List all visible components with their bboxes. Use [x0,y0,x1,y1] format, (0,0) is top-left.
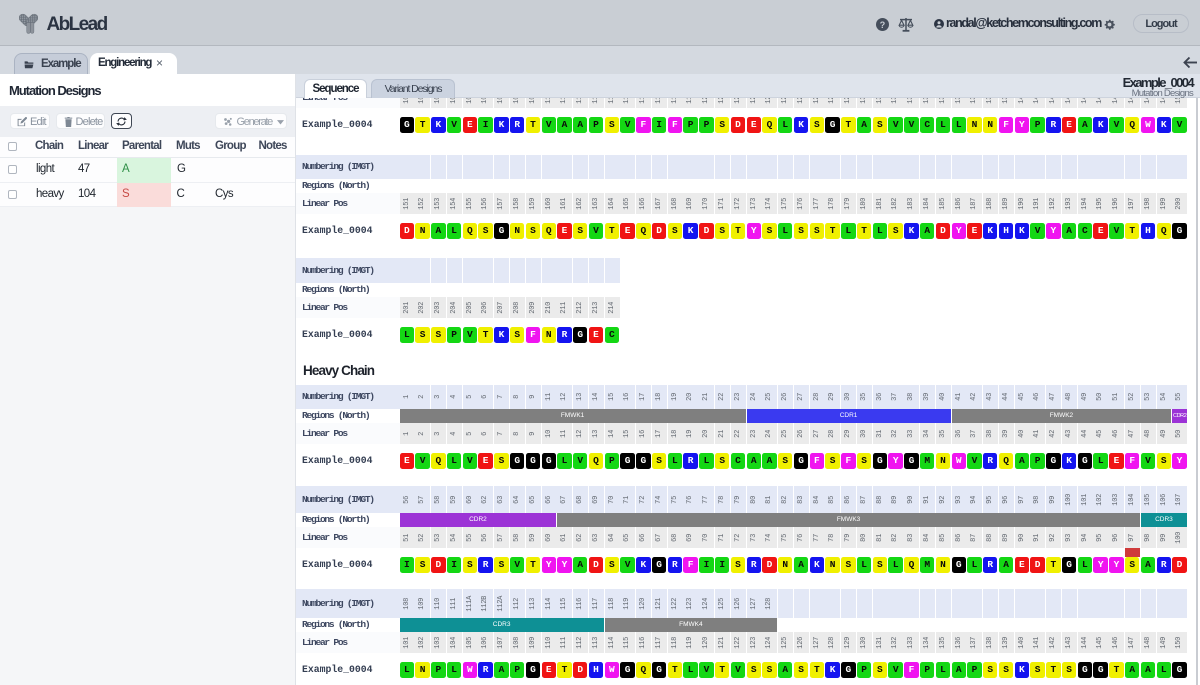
svg-text:?: ? [880,19,885,29]
